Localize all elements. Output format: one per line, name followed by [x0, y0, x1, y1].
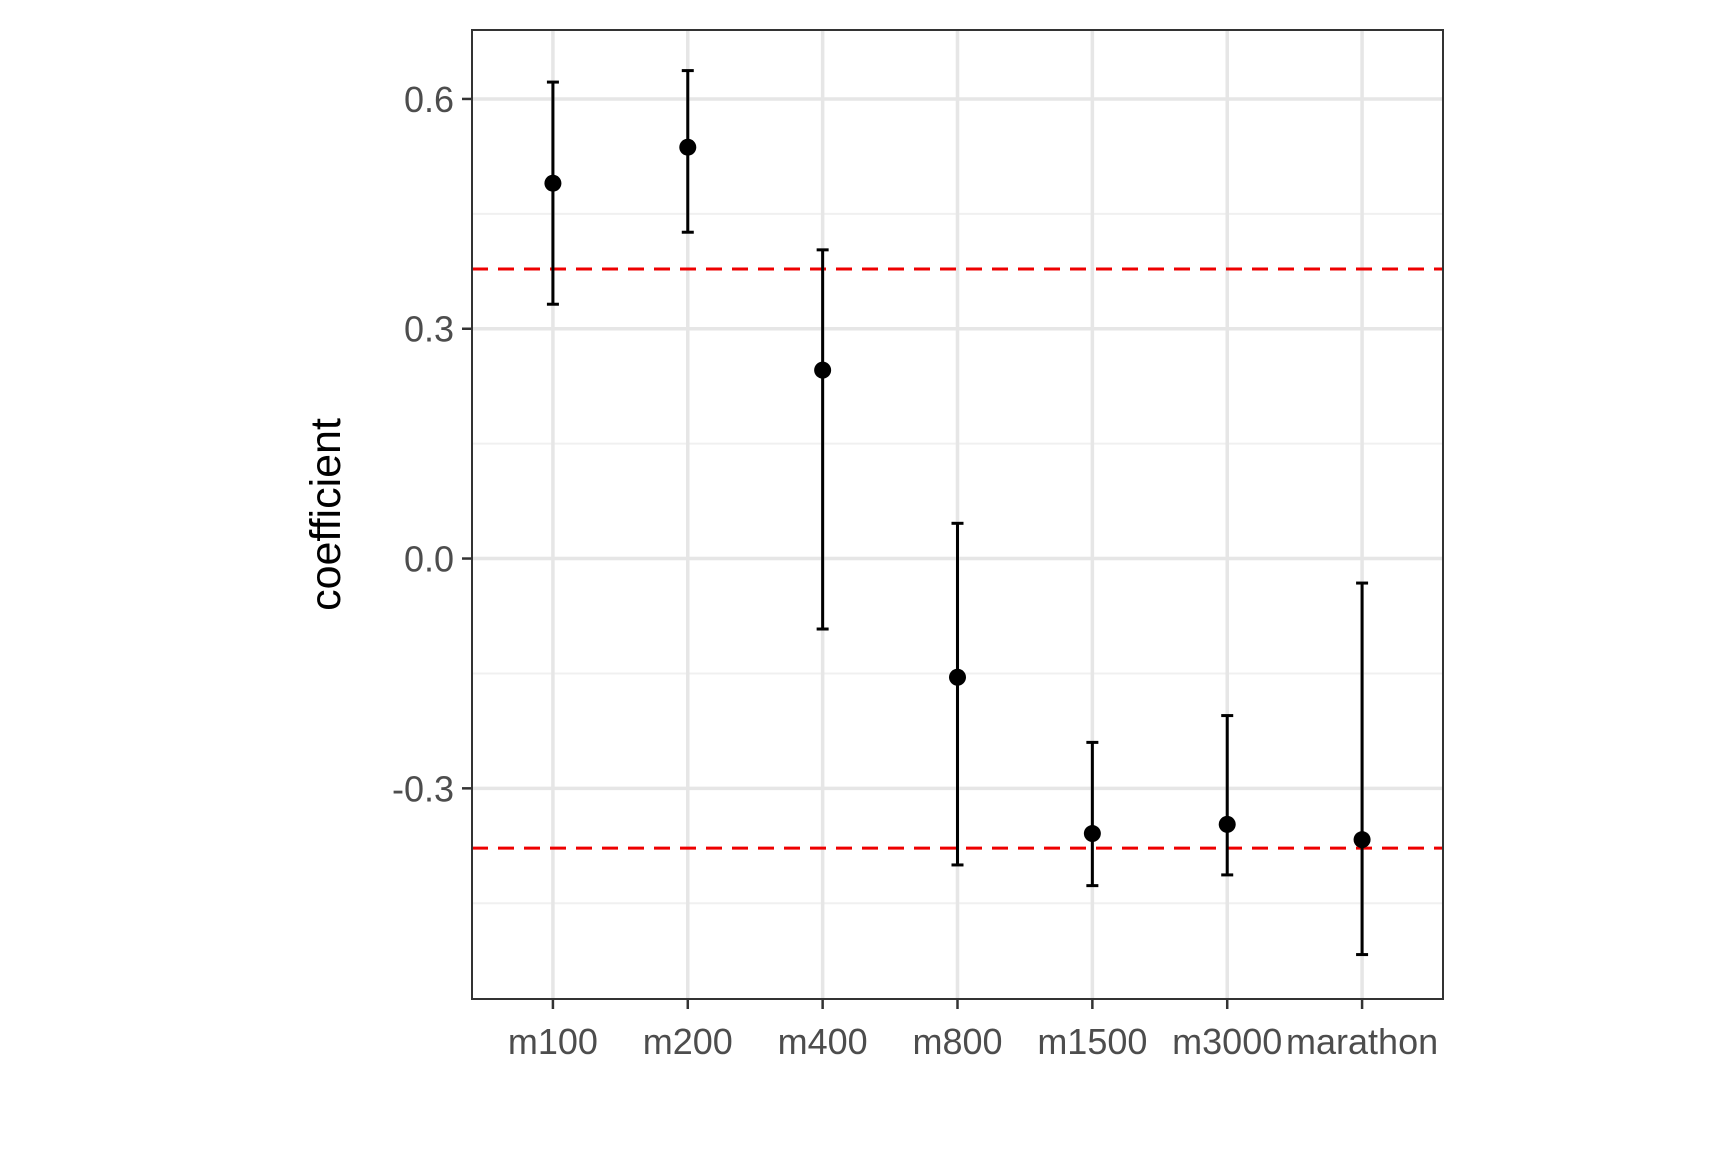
x-tick-label: m3000 — [1172, 1021, 1282, 1062]
errorbar-m400 — [816, 248, 829, 631]
point-m3000 — [1218, 815, 1236, 833]
y-axis-ticks: -0.3 0.0 0.3 0.6 — [392, 79, 472, 809]
y-tick-label: 0.6 — [404, 79, 454, 120]
errorbars — [546, 69, 1369, 957]
point-m400 — [814, 361, 832, 379]
point-m1500 — [1083, 825, 1101, 843]
x-tick-label: m100 — [508, 1021, 598, 1062]
point-m200 — [679, 138, 697, 156]
errorbar-m800 — [951, 521, 964, 867]
y-tick-label: 0.0 — [404, 539, 454, 580]
x-axis-ticks: m100 m200 m400 m800 m1500 m3000 marathon — [508, 999, 1438, 1062]
errorbar-m3000 — [1221, 714, 1234, 877]
x-tick-label: marathon — [1286, 1021, 1438, 1062]
reference-lines — [472, 267, 1443, 850]
point-marathon — [1353, 831, 1371, 849]
errorbar-m1500 — [1086, 740, 1099, 888]
x-tick-label: m1500 — [1037, 1021, 1147, 1062]
errorbar-marathon — [1356, 581, 1369, 957]
x-tick-label: m200 — [643, 1021, 733, 1062]
y-tick-label: 0.3 — [404, 309, 454, 350]
point-m100 — [544, 174, 562, 192]
points — [544, 138, 1371, 849]
x-tick-label: m400 — [778, 1021, 868, 1062]
y-axis-title: coefficient — [302, 418, 350, 611]
x-tick-label: m800 — [912, 1021, 1002, 1062]
y-tick-label: -0.3 — [392, 768, 454, 809]
point-m800 — [949, 668, 966, 686]
errorbar-m100 — [546, 80, 559, 306]
